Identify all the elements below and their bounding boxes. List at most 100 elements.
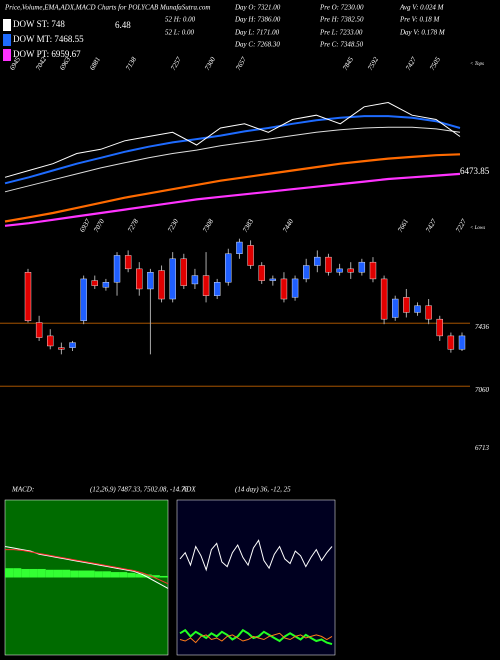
tops-label: < Tops (470, 62, 484, 67)
macd-histogram-bar (45, 569, 54, 578)
candle-body (414, 305, 421, 313)
candle-body (425, 305, 432, 320)
candle-body (80, 278, 87, 322)
macd-histogram-bar (5, 568, 14, 578)
macd-histogram-bar (94, 571, 103, 578)
price-tick-label: 7060 (475, 386, 490, 394)
macd-histogram-bar (119, 572, 128, 578)
adx-line (179, 632, 333, 644)
candle-body (113, 255, 121, 283)
macd-histogram-bar (159, 575, 168, 578)
info-item: 52 H: 0.00 (165, 16, 196, 24)
candle-body (291, 278, 299, 298)
legend-box (3, 34, 11, 46)
candle-body (158, 270, 165, 300)
ema-line (4, 153, 461, 223)
candle-body (124, 255, 132, 270)
candle-body (325, 256, 332, 273)
candle-body (147, 272, 154, 290)
candle-body (280, 278, 288, 300)
candle-body (225, 253, 232, 283)
candle-body (403, 297, 410, 313)
info-item: Day V: 0.178 M (399, 29, 446, 37)
info-item: Day O: 7321.00 (234, 4, 281, 12)
ema-line (4, 115, 461, 185)
macd-params: (12,26,9) 7487.33, 7502.08, -14.75 (90, 486, 188, 494)
macd-histogram-bar (151, 575, 160, 578)
last-label: 6473.85 (460, 166, 490, 176)
macd-histogram-bar (53, 569, 63, 578)
candle-body (247, 245, 254, 266)
lows-label: < Lows (470, 226, 485, 231)
macd-histogram-bar (127, 572, 136, 578)
candle-body (269, 278, 277, 281)
adx-line (179, 539, 333, 572)
macd-line (4, 546, 169, 589)
macd-histogram-bar (78, 570, 87, 578)
candle-body (35, 322, 43, 338)
small-label: 6.48 (115, 20, 131, 30)
ema-line (4, 126, 461, 193)
candle-body (213, 282, 221, 296)
candle-body (47, 335, 54, 347)
legend-box (3, 49, 11, 61)
info-item: Pre O: 7230.00 (319, 4, 364, 12)
adx-panel (176, 499, 336, 656)
adx-label: ADX (181, 486, 196, 494)
candle-body (392, 298, 399, 318)
candle-body (69, 342, 76, 348)
candle-body (169, 258, 176, 300)
candle-body (447, 335, 455, 350)
macd-histogram-bar (62, 569, 71, 578)
macd-label: MACD: (11, 486, 34, 494)
chart-title: Price,Volume,EMA,ADX,MACD Charts for POL… (4, 4, 210, 12)
candle-body (380, 278, 388, 320)
macd-histogram-bar (110, 572, 120, 578)
candle-body (236, 241, 243, 254)
candle-body (314, 256, 321, 266)
candle-body (136, 268, 143, 290)
legend-label: DOW ST: 748 (13, 19, 65, 29)
macd-histogram-bar (86, 570, 95, 578)
adx-params: (14 day) 36, -12, 25 (235, 486, 291, 494)
candle-body (258, 265, 265, 281)
legend-label: DOW PT: 6959.67 (13, 49, 81, 59)
candle-body (303, 265, 310, 280)
price-tick-label: 6713 (475, 444, 490, 452)
info-item: Day C: 7268.30 (234, 41, 280, 49)
macd-histogram-bar (37, 568, 46, 578)
macd-histogram-bar (29, 568, 38, 578)
macd-histogram-bar (135, 573, 144, 578)
candle-body (91, 280, 98, 286)
legend-box (3, 19, 11, 31)
ema-line (4, 172, 461, 227)
price-tick-label: 7436 (475, 323, 490, 331)
macd-histogram-bar (21, 568, 30, 578)
candle-body (24, 272, 32, 322)
candle-body (191, 275, 199, 285)
candle-body (202, 275, 210, 296)
candle-body (336, 268, 343, 273)
candle-body (458, 335, 466, 350)
candle-body (436, 318, 443, 337)
info-item: Day H: 7386.00 (234, 16, 281, 24)
info-item: Day L: 7171.00 (234, 29, 280, 37)
candle-body (347, 268, 354, 273)
macd-histogram-bar (13, 568, 22, 578)
signal-line (5, 549, 169, 585)
candle-body (180, 258, 187, 286)
candle-body (369, 261, 377, 280)
info-item: Pre L: 7233.00 (319, 29, 363, 37)
candle-body (358, 261, 366, 273)
candle-body (58, 347, 65, 350)
info-item: Avg V: 0.024 M (399, 4, 445, 12)
info-item: Pre H: 7382.50 (319, 16, 364, 24)
ema-line (4, 101, 461, 178)
macd-histogram-bar (70, 570, 79, 578)
candle-body (102, 282, 110, 288)
info-item: Pre C: 7348.50 (319, 41, 364, 49)
macd-histogram-bar (102, 571, 111, 578)
info-item: 52 L: 0.00 (165, 29, 194, 37)
info-item: Pre V: 0.18 M (399, 16, 440, 24)
